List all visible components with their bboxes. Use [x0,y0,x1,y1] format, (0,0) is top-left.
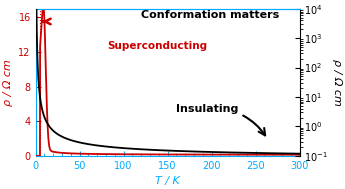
Text: Insulating: Insulating [176,104,265,135]
Text: Conformation matters: Conformation matters [141,10,279,20]
Y-axis label: ρ / Ω cm: ρ / Ω cm [332,59,342,106]
Y-axis label: ρ / Ω cm: ρ / Ω cm [3,59,13,106]
Text: Superconducting: Superconducting [107,41,207,51]
X-axis label: T / K: T / K [155,176,180,186]
